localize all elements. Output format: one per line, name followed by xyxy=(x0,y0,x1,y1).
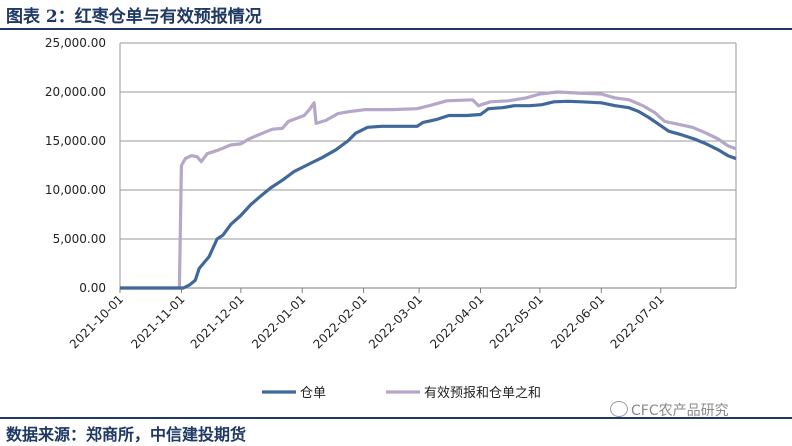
x-tick-label: 2022-03-01 xyxy=(366,292,425,351)
y-axis: 0.00 5,000.00 10,000.00 15,000.00 20,000.00 2… xyxy=(45,36,106,295)
x-tick-label: 2022-02-01 xyxy=(311,292,370,351)
x-tick-label: 2022-01-01 xyxy=(249,292,308,351)
x-tick-label: 2021-10-01 xyxy=(67,292,126,351)
x-tick-label: 2021-12-01 xyxy=(188,292,247,351)
x-tick-label: 2022-06-01 xyxy=(548,292,607,351)
grid-lines xyxy=(119,42,737,289)
x-tick-label: 2022-07-01 xyxy=(608,292,667,351)
wechat-icon xyxy=(610,401,628,417)
figure-title: 图表 2：红枣仓单与有效预报情况 xyxy=(6,7,262,27)
watermark-text: CFC农产品研究 xyxy=(631,403,729,419)
source-rule xyxy=(0,417,792,419)
legend: 仓单 有效预报和仓单之和 xyxy=(262,386,541,401)
legend-label: 仓单 xyxy=(300,386,326,401)
line-chart: 0.00 5,000.00 10,000.00 15,000.00 20,000.00 2… xyxy=(45,36,737,401)
y-tick-label: 15,000.00 xyxy=(45,134,106,148)
series-lines xyxy=(120,90,737,290)
watermark: CFC农产品研究 xyxy=(610,400,729,420)
x-axis: 2021-10-01 2021-11-01 2021-12-01 2022-01-01… xyxy=(67,288,667,351)
legend-label: 有效预报和仓单之和 xyxy=(424,386,541,401)
y-tick-label: 20,000.00 xyxy=(45,85,106,99)
series-line-forecast-sum xyxy=(120,90,737,290)
x-tick-label: 2022-05-01 xyxy=(487,292,546,351)
x-tick-label: 2022-04-01 xyxy=(427,292,486,351)
title-rule xyxy=(0,28,792,30)
x-tick-label: 2021-11-01 xyxy=(128,292,187,351)
y-tick-label: 25,000.00 xyxy=(45,36,106,50)
y-tick-label: 0.00 xyxy=(79,281,106,295)
series-line-warehouse-receipt xyxy=(120,99,737,290)
y-tick-label: 5,000.00 xyxy=(53,232,106,246)
source-note: 数据来源：郑商所，中信建投期货 xyxy=(6,425,247,444)
y-tick-label: 10,000.00 xyxy=(45,183,106,197)
